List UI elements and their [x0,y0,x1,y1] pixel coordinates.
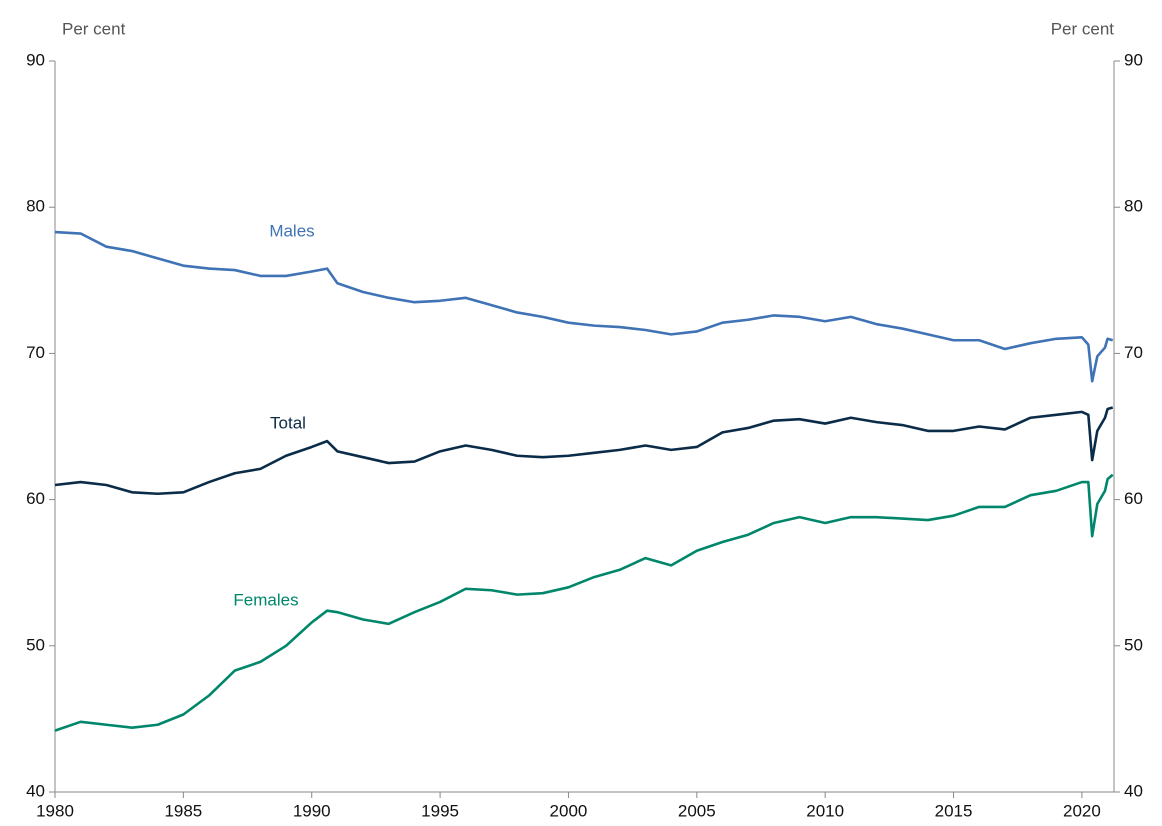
x-tick-label: 2000 [550,801,588,820]
y2-tick-label: 80 [1124,197,1143,216]
series-label: Males [269,221,314,240]
y2-tick-label: 40 [1124,781,1143,800]
y2-tick-label: 70 [1124,343,1143,362]
y-tick-label: 70 [26,343,45,362]
x-tick-label: 1985 [164,801,202,820]
y-tick-label: 40 [26,781,45,800]
x-tick-label: 2015 [935,801,973,820]
x-tick-label: 2010 [806,801,844,820]
series-line [54,406,1114,496]
x-tick-label: 1980 [36,801,74,820]
y2-axis-label: Per cent [1051,19,1115,38]
y-tick-label: 50 [26,635,45,654]
y2-tick-label: 50 [1124,635,1143,654]
series-line [54,230,1114,383]
series-line [54,473,1114,732]
y-tick-label: 80 [26,197,45,216]
y-tick-label: 90 [26,50,45,69]
y2-tick-label: 60 [1124,489,1143,508]
x-tick-label: 2005 [678,801,716,820]
x-tick-label: 2020 [1063,801,1101,820]
y-tick-label: 60 [26,489,45,508]
series-label: Females [233,590,298,609]
y-axis-label: Per cent [62,19,126,38]
y2-tick-label: 90 [1124,50,1143,69]
series-label: Total [270,413,306,432]
x-tick-label: 1990 [293,801,331,820]
x-tick-label: 1995 [421,801,459,820]
